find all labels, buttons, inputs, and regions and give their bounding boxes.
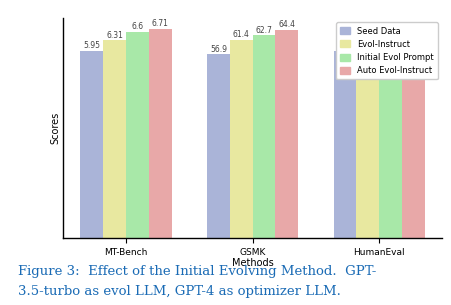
Text: 57.9: 57.9 <box>336 41 354 50</box>
Bar <box>334 51 356 238</box>
X-axis label: Methods: Methods <box>232 258 273 268</box>
Text: 62.2: 62.2 <box>382 27 399 37</box>
Text: 61.0: 61.0 <box>359 31 376 41</box>
Text: 6.6: 6.6 <box>131 22 143 31</box>
Bar <box>379 37 402 238</box>
Text: 62.7: 62.7 <box>256 26 272 35</box>
Text: 64.4: 64.4 <box>278 20 295 30</box>
Text: 64.0: 64.0 <box>405 22 422 31</box>
Bar <box>230 40 253 238</box>
Bar <box>207 54 230 238</box>
Text: 56.9: 56.9 <box>210 45 227 54</box>
Bar <box>402 31 425 238</box>
Text: 5.95: 5.95 <box>83 41 100 50</box>
Bar <box>80 51 103 238</box>
Bar <box>126 32 149 238</box>
Text: 61.4: 61.4 <box>233 30 249 39</box>
Bar <box>356 41 379 238</box>
Bar <box>253 35 276 238</box>
Text: 3.5-turbo as evol LLM, GPT-4 as optimizer LLM.: 3.5-turbo as evol LLM, GPT-4 as optimize… <box>18 285 341 298</box>
Text: Figure 3:  Effect of the Initial Evolving Method.  GPT-: Figure 3: Effect of the Initial Evolving… <box>18 265 377 278</box>
Text: 6.31: 6.31 <box>106 31 123 40</box>
Text: 6.71: 6.71 <box>152 19 169 28</box>
Bar <box>103 40 126 238</box>
Bar <box>149 29 171 238</box>
Legend: Seed Data, Evol-Instruct, Initial Evol Prompt, Auto Evol-Instruct: Seed Data, Evol-Instruct, Initial Evol P… <box>336 23 438 79</box>
Bar <box>276 30 298 238</box>
Y-axis label: Scores: Scores <box>51 112 60 144</box>
